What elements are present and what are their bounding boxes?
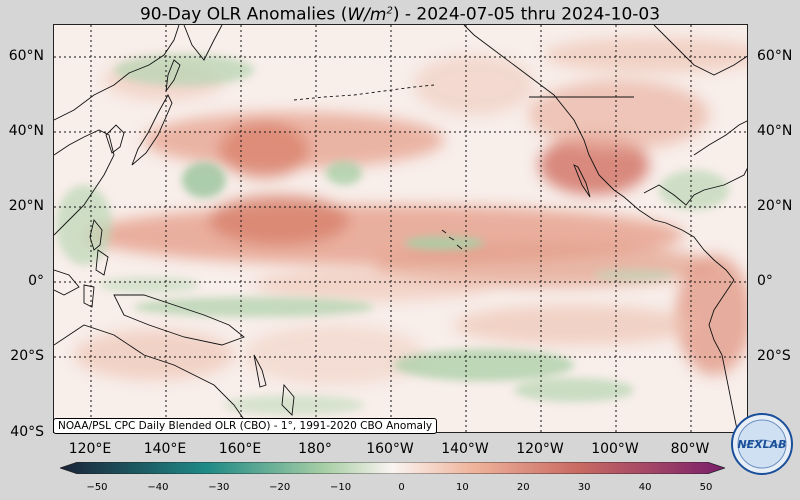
colorbar-tick-label: 50 <box>699 482 713 493</box>
coast-baja <box>573 164 591 198</box>
colorbar-tick-label: −10 <box>330 482 352 493</box>
coast-aleutians <box>293 84 435 101</box>
coast-new-guinea <box>113 294 245 346</box>
coast-gulf <box>643 167 747 206</box>
lon-label-160w: 160°W <box>366 441 414 457</box>
lon-label-160e: 160°E <box>218 441 262 457</box>
colorbar-tick-label: 0 <box>398 482 405 493</box>
map-canvas <box>54 25 747 432</box>
lat-label-60n-right: 60°N <box>757 48 793 64</box>
graticule <box>54 25 747 432</box>
data-source-credit: NOAA/PSL CPC Daily Blended OLR (CBO) - 1… <box>53 418 438 434</box>
colorbar-tick-label: 30 <box>577 482 591 493</box>
coast-new-zealand <box>281 383 295 416</box>
lat-label-40s-left: 40°S <box>10 424 44 440</box>
lat-label-20n-left: 20°N <box>8 198 44 214</box>
lat-label-60n-left: 60°N <box>8 48 44 64</box>
colorbar-tick-label: 40 <box>638 482 652 493</box>
coast-new-caledonia <box>253 354 267 388</box>
logo-arc <box>741 439 783 449</box>
coast-hudson <box>653 25 747 76</box>
lon-label-80w: 80°W <box>670 441 710 457</box>
lat-label-20s-left: 20°S <box>10 348 44 364</box>
colorbar-tick-label: 20 <box>516 482 530 493</box>
nexlab-logo: NEXLAB <box>731 413 793 475</box>
lat-label-40n-left: 40°N <box>8 123 44 139</box>
lon-label-120w: 120°W <box>516 441 564 457</box>
coast-australia <box>54 324 254 432</box>
coast-sakhalin <box>165 59 181 92</box>
map-title: 90-Day OLR Anomalies (W/m2) - 2024-07-05… <box>0 0 800 26</box>
coast-japan <box>131 94 173 166</box>
colorbar-tick-label: −30 <box>208 482 230 493</box>
coastlines <box>54 25 747 432</box>
colorbar-tick-label: −50 <box>86 482 108 493</box>
coast-philippines-b <box>95 249 109 276</box>
coast-hawaii <box>441 229 463 250</box>
negative-anomaly-regions <box>56 54 729 415</box>
coast-borneo <box>54 269 80 296</box>
coast-na-east <box>693 120 747 156</box>
title-units: W/m2 <box>347 5 392 25</box>
colorbar-tick-label: −40 <box>147 482 169 493</box>
lat-label-0-left: 0° <box>28 273 44 289</box>
coast-na-west <box>463 25 655 221</box>
colorbar-bar <box>60 462 725 474</box>
lon-label-180: 180° <box>298 441 332 457</box>
lon-label-140e: 140°E <box>143 441 187 457</box>
colorbar-tick-label: 10 <box>456 482 469 493</box>
coast-asia-north <box>54 25 180 121</box>
lon-label-100w: 100°W <box>591 441 639 457</box>
logo-globe <box>737 419 787 469</box>
olr-anomaly-map <box>53 24 748 433</box>
lat-label-20n-right: 20°N <box>757 198 793 214</box>
coast-korea <box>105 124 125 154</box>
lat-label-20s-right: 20°S <box>757 348 791 364</box>
title-suffix: ) - 2024-07-05 thru 2024-10-03 <box>392 4 661 25</box>
title-units-exponent: 2 <box>386 5 393 16</box>
coast-kamchatka <box>183 25 223 61</box>
coast-philippines-a <box>89 218 103 251</box>
logo-text: NEXLAB <box>737 438 786 451</box>
colorbar <box>60 462 725 474</box>
coast-central-america <box>653 219 735 281</box>
coast-sa-west <box>708 279 739 432</box>
title-units-base: W/m <box>347 4 387 25</box>
lat-label-0-right: 0° <box>757 273 773 289</box>
lat-label-40n-right: 40°N <box>757 123 793 139</box>
title-prefix: 90-Day OLR Anomalies ( <box>139 4 348 25</box>
lon-label-120e: 120°E <box>68 441 112 457</box>
colorbar-tick-label: −20 <box>269 482 291 493</box>
lon-label-140w: 140°W <box>441 441 489 457</box>
coast-china <box>54 129 115 236</box>
